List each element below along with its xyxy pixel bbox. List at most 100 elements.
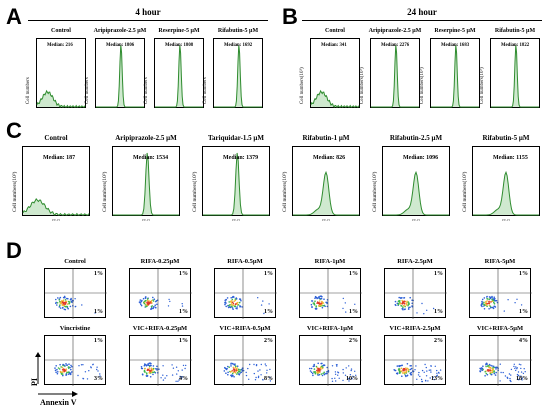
event-dot (419, 375, 421, 378)
event-dot (233, 305, 236, 308)
event-dot (437, 371, 440, 374)
event-dot (488, 302, 490, 305)
event-dot (520, 375, 522, 377)
dot-plot-title: VIC+RIFA-0.5μM (219, 325, 271, 332)
event-dot (482, 365, 484, 367)
event-dot (257, 297, 259, 299)
histogram-title: Control (44, 134, 68, 142)
event-dot (257, 370, 259, 372)
event-dot (355, 374, 357, 376)
histogram-curve (491, 44, 539, 108)
event-dot (405, 369, 407, 371)
event-dot (268, 303, 270, 305)
event-dot (493, 372, 496, 375)
event-dot (264, 363, 266, 365)
event-dot (416, 378, 418, 380)
upper-right-percent: 1% (434, 271, 443, 277)
event-dot (230, 362, 232, 365)
histogram-curve (293, 170, 359, 216)
histogram-curve (22, 198, 90, 216)
event-dot (156, 365, 158, 368)
event-dot (226, 297, 229, 299)
event-dot (265, 365, 267, 367)
event-dot (67, 307, 69, 310)
event-dot (514, 302, 516, 304)
event-dot (146, 299, 149, 302)
event-dot (398, 369, 400, 372)
dot-plot-title: Vincristine (59, 325, 91, 332)
event-dot (318, 369, 321, 372)
event-dot (403, 305, 406, 307)
event-dot (479, 370, 482, 373)
upper-right-percent: 1% (264, 271, 273, 277)
event-dot (65, 300, 68, 303)
histogram-title: Rifabutin-5 μM (482, 134, 530, 142)
histogram-plot: Median: 1806 (95, 38, 145, 108)
upper-right-percent: 1% (349, 271, 358, 277)
histogram-y-label: Cell numbers(10³) (300, 67, 305, 104)
event-dot (316, 369, 318, 372)
event-dot (141, 299, 143, 302)
event-dot (260, 374, 262, 376)
event-dot (492, 307, 494, 309)
event-dot (229, 306, 231, 308)
dot-plot: 2% 8% (214, 335, 277, 386)
histogram-plot: Median: 1808 (154, 38, 204, 108)
lower-right-percent: 4% (179, 376, 188, 382)
event-dot (430, 365, 432, 367)
event-dots (309, 362, 357, 382)
event-dot (487, 369, 490, 372)
upper-right-percent: 2% (264, 338, 273, 344)
event-dot (55, 365, 57, 367)
histogram-title: Reserpine-5 μM (158, 28, 200, 34)
event-dot (232, 366, 235, 369)
event-dot (428, 369, 430, 371)
event-dot (223, 370, 226, 372)
event-dot (396, 302, 399, 305)
event-dot (317, 374, 319, 376)
event-dot (233, 363, 236, 366)
event-dot (523, 368, 525, 370)
event-dot (347, 377, 349, 380)
event-dot (520, 371, 523, 373)
event-dot (236, 307, 238, 310)
histogram-fill (23, 198, 89, 215)
event-dot (156, 368, 158, 370)
event-dot (411, 302, 413, 305)
event-dot (516, 373, 519, 376)
event-dot (238, 373, 241, 376)
dot-plot-title: VIC+RIFA-5μM (476, 325, 524, 332)
event-dot (409, 296, 411, 299)
event-dot (262, 300, 264, 302)
event-dot (510, 374, 512, 376)
event-dot (58, 368, 61, 370)
event-dot (167, 305, 170, 307)
event-dot (152, 296, 154, 299)
histogram-x-label: PE-H (52, 218, 60, 222)
event-dot (411, 299, 413, 301)
upper-right-percent: 1% (94, 338, 103, 344)
event-dot (410, 371, 412, 374)
event-dot (70, 364, 72, 367)
histogram-curve (473, 170, 539, 216)
event-dot (70, 368, 72, 371)
event-dot (510, 368, 513, 371)
event-dot (139, 299, 142, 301)
histogram-y-label: Cell numbers(10³) (360, 67, 365, 104)
event-dot (84, 371, 87, 373)
event-dot (239, 369, 242, 371)
histogram-y-label: Cell numbers (144, 77, 149, 104)
event-dot (521, 377, 523, 379)
event-dot (148, 300, 150, 302)
event-dot (400, 367, 403, 370)
panel-a-header-rule (28, 20, 268, 21)
event-dot (140, 304, 143, 307)
event-dot (152, 300, 155, 302)
event-dot (266, 372, 268, 374)
event-dot (435, 375, 438, 377)
event-dot (399, 365, 402, 367)
event-dot (486, 296, 488, 298)
event-dot (403, 300, 406, 303)
event-dot (150, 299, 153, 302)
event-dot (493, 296, 495, 298)
